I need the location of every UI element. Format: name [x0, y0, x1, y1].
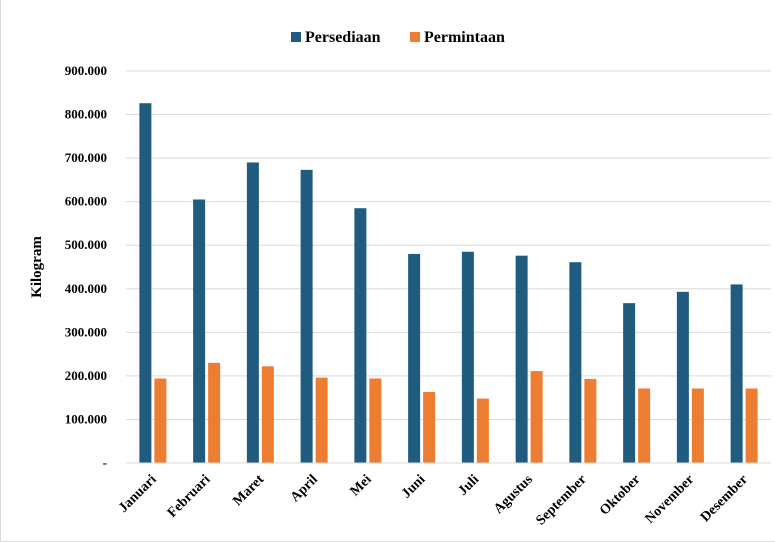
bar-persediaan-november — [676, 291, 689, 463]
bar-permintaan-oktober — [638, 388, 651, 463]
x-tick-label: September — [533, 472, 589, 528]
y-tick-label: - — [103, 455, 107, 470]
bar-permintaan-september — [584, 378, 597, 463]
bar-persediaan-agustus — [515, 255, 528, 463]
bar-persediaan-september — [569, 262, 582, 463]
bar-persediaan-april — [300, 169, 313, 464]
bar-permintaan-desember — [745, 388, 758, 463]
y-tick-label: 300.000 — [65, 324, 107, 339]
bar-persediaan-mei — [354, 208, 367, 463]
y-tick-label: 900.000 — [65, 63, 107, 78]
bar-persediaan-juni — [408, 253, 421, 463]
bar-permintaan-februari — [208, 362, 221, 463]
bar-permintaan-mei — [369, 378, 382, 463]
bar-persediaan-juli — [461, 251, 474, 463]
y-tick-label: 500.000 — [65, 237, 107, 252]
y-tick-label: 800.000 — [65, 107, 107, 122]
bar-permintaan-april — [315, 377, 328, 463]
x-tick-label: Oktober — [597, 472, 643, 518]
x-tick-label: November — [643, 472, 698, 527]
x-axis-ticks: Januari Februari Maret April Mei Juni Juli Agus… — [116, 472, 751, 529]
legend-swatch-permintaan — [410, 32, 420, 42]
legend-label-persediaan: Persediaan — [305, 29, 381, 46]
bar-permintaan-maret — [261, 366, 274, 463]
gridlines — [126, 70, 771, 420]
x-tick-label: April — [288, 472, 321, 505]
legend-swatch-persediaan — [291, 32, 301, 42]
x-tick-label: Mei — [348, 472, 375, 499]
bars — [139, 103, 758, 464]
y-axis-title: Kilogram — [29, 236, 45, 298]
legend-label-permintaan: Permintaan — [424, 29, 505, 46]
bar-persediaan-maret — [246, 162, 259, 463]
bar-persediaan-februari — [193, 199, 206, 463]
legend: Persediaan Permintaan — [291, 29, 505, 46]
bar-permintaan-juli — [476, 398, 489, 463]
y-tick-label: 700.000 — [65, 150, 107, 165]
y-axis-ticks: - 100.000 200.000 300.000 400.000 500.000 600.… — [65, 63, 107, 470]
bar-permintaan-november — [691, 388, 704, 463]
bar-persediaan-desember — [730, 284, 743, 463]
y-tick-label: 100.000 — [65, 411, 107, 426]
x-tick-label: Januari — [116, 472, 160, 516]
x-tick-label: Desember — [698, 472, 751, 525]
bar-persediaan-januari — [139, 103, 152, 463]
bar-permintaan-agustus — [530, 371, 543, 463]
x-tick-label: Maret — [230, 472, 267, 509]
y-tick-label: 400.000 — [65, 281, 107, 296]
bar-persediaan-oktober — [623, 303, 636, 463]
x-tick-label: Agustus — [491, 472, 536, 517]
x-tick-label: Juli — [456, 472, 483, 499]
x-tick-label: Februari — [165, 472, 214, 521]
x-tick-label: Juni — [399, 472, 428, 501]
bar-permintaan-juni — [423, 392, 436, 463]
y-tick-label: 200.000 — [65, 368, 107, 383]
y-tick-label: 600.000 — [65, 194, 107, 209]
bar-permintaan-januari — [154, 378, 167, 463]
